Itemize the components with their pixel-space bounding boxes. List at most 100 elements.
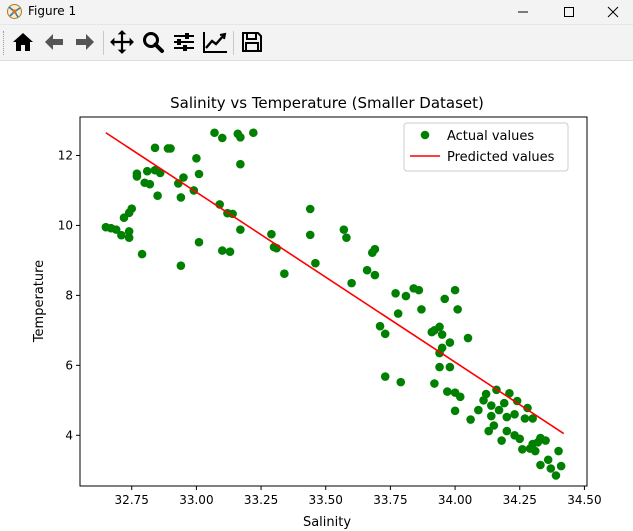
data-point (210, 128, 219, 138)
data-point (347, 278, 356, 288)
data-point (228, 209, 237, 219)
data-point (127, 204, 137, 213)
data-point (437, 330, 447, 339)
data-point (453, 305, 462, 314)
move-icon (110, 30, 134, 54)
data-point (145, 179, 155, 189)
data-point (370, 270, 380, 280)
data-point (225, 247, 235, 256)
data-point (150, 143, 160, 153)
data-point (166, 144, 175, 153)
maximize-button[interactable] (547, 0, 591, 24)
data-point (362, 265, 372, 275)
data-point (515, 434, 525, 444)
data-point (455, 392, 465, 402)
data-point (554, 446, 563, 456)
data-point (249, 128, 258, 138)
data-point (543, 455, 553, 465)
x-tick-label: 32.75 (115, 493, 149, 507)
data-point (311, 258, 320, 268)
data-point (267, 229, 276, 239)
data-point (546, 464, 556, 473)
data-point (463, 333, 473, 343)
data-point (486, 401, 496, 410)
home-button[interactable] (9, 28, 37, 56)
matplotlib-app-icon (7, 4, 22, 19)
data-point (155, 168, 165, 178)
pan-button[interactable] (108, 28, 136, 56)
edit-axis-button[interactable] (201, 28, 229, 56)
save-button[interactable] (238, 28, 266, 56)
data-point (380, 329, 390, 339)
data-point (435, 362, 444, 372)
data-point (541, 436, 550, 445)
chart-title: Salinity vs Temperature (Smaller Dataset… (170, 94, 484, 112)
x-tick-label: 34.50 (567, 493, 601, 507)
minimize-icon (518, 11, 528, 13)
data-point (551, 471, 561, 480)
prediction-line (105, 132, 565, 435)
data-point (236, 225, 245, 234)
data-point (176, 193, 186, 202)
data-point (528, 414, 537, 423)
x-tick-label: 33.25 (244, 493, 278, 507)
data-point (499, 398, 509, 408)
data-point (179, 173, 188, 182)
close-button[interactable] (591, 0, 633, 24)
figure-canvas[interactable]: Salinity vs Temperature (Smaller Dataset… (0, 61, 633, 531)
data-point (414, 285, 424, 295)
data-point (502, 412, 512, 422)
back-button[interactable] (40, 28, 68, 56)
zoom-button[interactable] (139, 28, 167, 56)
data-point (132, 172, 142, 181)
data-point (450, 406, 460, 416)
data-point (486, 411, 496, 421)
data-point (137, 249, 147, 259)
legend-box (403, 122, 569, 172)
data-point (176, 261, 186, 270)
data-point (124, 233, 134, 242)
configure-subplots-button[interactable] (170, 28, 198, 56)
data-point (466, 415, 475, 424)
data-point (192, 153, 201, 163)
toolbar-separator (103, 31, 104, 55)
data-point (484, 426, 494, 436)
data-point (474, 405, 483, 415)
data-point (280, 269, 289, 278)
data-point (430, 379, 439, 388)
data-point (236, 132, 245, 142)
arrow-left-icon (45, 34, 63, 50)
data-point (518, 444, 527, 454)
x-tick-label: 33.75 (373, 493, 407, 507)
data-point (396, 377, 406, 387)
x-tick-label: 33.00 (179, 493, 213, 507)
window-title: Figure 1 (28, 4, 77, 18)
data-point (497, 436, 506, 445)
data-point (512, 396, 522, 406)
maximize-icon (564, 7, 574, 17)
data-point (305, 230, 315, 240)
plot-area (79, 116, 588, 487)
close-icon (607, 6, 619, 18)
data-point (153, 191, 162, 200)
data-point (391, 288, 400, 298)
data-point (339, 225, 349, 234)
arrow-right-icon (76, 34, 94, 50)
minimize-button[interactable] (501, 0, 545, 24)
data-point (445, 362, 455, 372)
data-point (194, 169, 204, 179)
data-point (536, 460, 545, 470)
data-point (505, 389, 514, 398)
y-tick-label: 4 (65, 428, 73, 442)
axes-frame (79, 116, 588, 487)
toolbar-grip (3, 31, 7, 55)
navigation-toolbar (0, 25, 633, 61)
data-point (445, 338, 455, 347)
legend-marker-actual (420, 130, 430, 140)
data-point (435, 322, 444, 332)
home-icon (13, 33, 33, 51)
forward-button[interactable] (71, 28, 99, 56)
y-tick-label: 12 (58, 148, 73, 162)
data-point (342, 233, 351, 242)
data-point (440, 294, 450, 304)
